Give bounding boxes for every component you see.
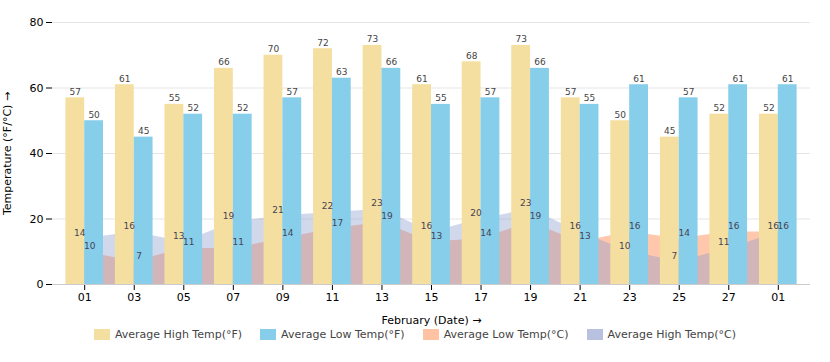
svg-text:February (Date) →: February (Date) →: [382, 314, 482, 327]
svg-text:22: 22: [322, 201, 333, 211]
svg-text:17: 17: [474, 291, 488, 304]
svg-text:40: 40: [30, 147, 44, 160]
svg-text:14: 14: [678, 228, 690, 238]
svg-text:19: 19: [524, 291, 538, 304]
svg-text:57: 57: [485, 87, 496, 97]
svg-text:11: 11: [325, 291, 339, 304]
svg-text:61: 61: [416, 74, 427, 84]
svg-text:05: 05: [177, 291, 191, 304]
svg-text:15: 15: [425, 291, 439, 304]
svg-text:66: 66: [534, 57, 546, 67]
html-text:Average High Temp(°C): Average High Temp(°C): [607, 328, 737, 341]
svg-text:13: 13: [579, 231, 590, 241]
svg-text:11: 11: [718, 237, 729, 247]
svg-text:63: 63: [336, 67, 347, 77]
svg-text:50: 50: [615, 110, 627, 120]
svg-text:23: 23: [371, 198, 382, 208]
svg-text:57: 57: [565, 87, 576, 97]
svg-text:16: 16: [421, 221, 433, 231]
svg-text:14: 14: [480, 228, 492, 238]
svg-text:55: 55: [169, 93, 180, 103]
svg-text:16: 16: [768, 221, 780, 231]
svg-text:13: 13: [431, 231, 442, 241]
svg-text:57: 57: [683, 87, 694, 97]
svg-text:52: 52: [237, 103, 248, 113]
svg-text:66: 66: [218, 57, 230, 67]
svg-text:80: 80: [30, 16, 44, 29]
svg-text:27: 27: [722, 291, 736, 304]
svg-text:57: 57: [70, 87, 81, 97]
svg-text:Temperature (°F/°C) →: Temperature (°F/°C) →: [1, 92, 14, 216]
html-text:Average Low Temp(°F): Average Low Temp(°F): [281, 328, 405, 341]
svg-text:52: 52: [714, 103, 725, 113]
svg-text:14: 14: [282, 228, 294, 238]
svg-text:16: 16: [629, 221, 641, 231]
svg-text:10: 10: [619, 241, 631, 251]
svg-text:21: 21: [272, 205, 283, 215]
svg-text:17: 17: [332, 218, 343, 228]
svg-text:20: 20: [470, 208, 482, 218]
svg-text:25: 25: [672, 291, 686, 304]
svg-text:0: 0: [37, 278, 44, 291]
svg-text:20: 20: [30, 213, 44, 226]
html-text:Average Low Temp(°C): Average Low Temp(°C): [443, 328, 569, 341]
svg-text:21: 21: [573, 291, 587, 304]
svg-text:60: 60: [30, 82, 44, 95]
svg-text:13: 13: [375, 291, 389, 304]
svg-text:61: 61: [119, 74, 130, 84]
svg-text:45: 45: [664, 126, 675, 136]
svg-text:16: 16: [778, 221, 790, 231]
svg-text:61: 61: [782, 74, 793, 84]
svg-text:7: 7: [136, 251, 142, 261]
svg-text:16: 16: [569, 221, 581, 231]
svg-text:61: 61: [633, 74, 644, 84]
svg-text:55: 55: [435, 93, 446, 103]
svg-text:14: 14: [74, 228, 86, 238]
svg-text:73: 73: [367, 34, 378, 44]
svg-text:7: 7: [671, 251, 677, 261]
svg-text:09: 09: [276, 291, 290, 304]
html-text:Average High Temp(°F): Average High Temp(°F): [114, 328, 243, 341]
svg-text:55: 55: [584, 93, 595, 103]
svg-text:52: 52: [187, 103, 198, 113]
svg-text:13: 13: [173, 231, 184, 241]
svg-text:01: 01: [771, 291, 785, 304]
svg-text:66: 66: [386, 57, 398, 67]
svg-text:72: 72: [317, 38, 328, 48]
svg-text:11: 11: [233, 237, 244, 247]
svg-text:45: 45: [138, 126, 149, 136]
svg-text:70: 70: [268, 44, 280, 54]
svg-text:23: 23: [623, 291, 637, 304]
svg-text:10: 10: [84, 241, 96, 251]
svg-text:52: 52: [763, 103, 774, 113]
svg-text:19: 19: [223, 211, 235, 221]
svg-text:61: 61: [732, 74, 743, 84]
svg-text:73: 73: [515, 34, 526, 44]
svg-text:16: 16: [728, 221, 740, 231]
svg-text:07: 07: [226, 291, 240, 304]
svg-text:03: 03: [127, 291, 141, 304]
svg-text:11: 11: [183, 237, 194, 247]
svg-text:57: 57: [287, 87, 298, 97]
svg-text:16: 16: [124, 221, 136, 231]
svg-text:01: 01: [78, 291, 92, 304]
svg-text:50: 50: [88, 110, 100, 120]
svg-text:68: 68: [466, 51, 478, 61]
svg-text:19: 19: [530, 211, 542, 221]
svg-text:23: 23: [520, 198, 531, 208]
svg-text:19: 19: [381, 211, 393, 221]
